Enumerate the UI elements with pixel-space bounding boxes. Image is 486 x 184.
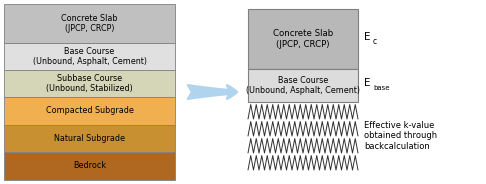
Text: Concrete Slab
(JPCP, CRCP): Concrete Slab (JPCP, CRCP): [273, 29, 333, 49]
Text: Base Course
(Unbound, Asphalt, Cement): Base Course (Unbound, Asphalt, Cement): [33, 47, 146, 66]
Text: Concrete Slab
(JPCP, CRCP): Concrete Slab (JPCP, CRCP): [61, 14, 118, 33]
Text: Bedrock: Bedrock: [73, 161, 106, 170]
Bar: [248, 9, 358, 69]
Bar: [4, 4, 175, 43]
Text: E: E: [364, 79, 370, 89]
Text: E: E: [364, 32, 370, 42]
Text: Natural Subgrade: Natural Subgrade: [54, 134, 125, 143]
Bar: [4, 70, 175, 97]
Text: Effective k-value
obtained through
backcalculation: Effective k-value obtained through backc…: [364, 121, 437, 151]
Text: Compacted Subgrade: Compacted Subgrade: [46, 106, 134, 115]
Bar: [4, 125, 175, 152]
Bar: [248, 69, 358, 102]
Text: c: c: [373, 36, 377, 45]
Bar: [4, 43, 175, 70]
Text: base: base: [373, 86, 389, 91]
Text: Base Course
(Unbound, Asphalt, Cement): Base Course (Unbound, Asphalt, Cement): [246, 76, 360, 95]
Bar: [4, 97, 175, 125]
Bar: [4, 152, 175, 180]
Text: Subbase Course
(Unbound, Stabilized): Subbase Course (Unbound, Stabilized): [46, 74, 133, 93]
